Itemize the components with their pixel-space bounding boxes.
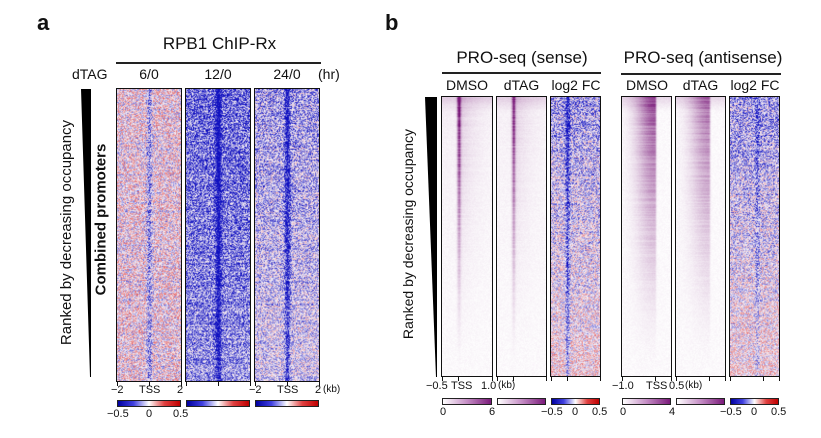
x-tick-label: TSS [139, 384, 161, 396]
colorbar-a-3 [255, 400, 319, 407]
heatmap-b-antisense-dtag [675, 96, 726, 377]
panel-a-rank-wedge [81, 89, 91, 377]
tick [492, 377, 493, 381]
x-tick-label: −2 [111, 384, 124, 396]
panel-a-title: RPB1 ChIP-Rx [162, 34, 277, 53]
panel-a-col-label-1: 6/0 [139, 66, 159, 82]
colorbar-min-label: 0 [440, 406, 447, 418]
colorbar-min-label: −0.5 [720, 406, 742, 418]
panel-b-col-label: DMSO [446, 77, 488, 93]
x-unit-label: (kb) [498, 380, 516, 391]
heatmap-b-sense-log2fc [550, 96, 601, 377]
panel-a-title-rule [116, 62, 321, 64]
tick [655, 377, 656, 381]
colorbar-b-sense-dtag [497, 398, 546, 405]
heatmap-a-12-0 [185, 88, 251, 382]
colorbar-max-label: 6 [489, 406, 496, 418]
colorbar-b-antisense-dmso [622, 398, 671, 405]
tick [709, 377, 710, 381]
panel-b-row-label: Ranked by decreasing occupancy [400, 128, 416, 340]
panel-b-group-title-antisense: PRO-seq (antisense) [623, 48, 783, 67]
panel-b-rank-wedge [425, 97, 437, 377]
x-tick-label: 2 [315, 384, 322, 396]
tick [671, 377, 672, 381]
x-tick-label: −1.0 [612, 380, 634, 392]
tick [763, 377, 764, 381]
tick [186, 382, 187, 386]
colorbar-max-label: 4 [669, 406, 676, 418]
colorbar-b-antisense-log2fc [730, 398, 779, 405]
colorbar-a-2 [186, 400, 250, 407]
x-unit-label: (kb) [323, 384, 341, 395]
tick [287, 382, 288, 386]
panel-b-col-label: log2 FC [551, 77, 601, 93]
x-unit-label: (kb) [685, 380, 703, 391]
tick [730, 377, 731, 381]
x-tick-label: TSS [277, 384, 299, 396]
panel-a-unit-label: (hr) [318, 66, 340, 82]
x-tick-label: TSS [646, 380, 668, 392]
tick [458, 377, 459, 381]
colorbar-max-label: 0.5 [592, 406, 608, 418]
x-tick-label: 1.0 [481, 380, 497, 392]
panel-b-col-label: dTAG [503, 77, 540, 93]
panel-b-col-label: log2 FC [730, 77, 780, 93]
tick [319, 382, 320, 386]
tick [497, 377, 498, 381]
panel-b-col-label: DMSO [626, 77, 668, 93]
panel-a-letter: a [37, 10, 50, 35]
panel-a-col-label-2: 12/0 [204, 66, 232, 82]
colorbar-mid-label: 0 [146, 408, 153, 420]
x-tick-label: −0.5 [426, 380, 448, 392]
colorbar-min-label: −0.5 [107, 408, 129, 420]
tick [255, 382, 256, 386]
heatmap-b-antisense-dmso [621, 96, 672, 377]
tick [567, 377, 568, 381]
panel-b-col-label: dTAG [682, 77, 719, 93]
tick [181, 382, 182, 386]
colorbar-mid-label: 0 [572, 406, 579, 418]
tick [551, 377, 552, 381]
tick [622, 377, 623, 381]
heatmap-a-24-0 [254, 88, 320, 382]
tick [546, 377, 547, 381]
tick [779, 377, 780, 381]
tick [117, 382, 118, 386]
panel-b-antisense-rule [621, 73, 781, 75]
tick [513, 377, 514, 381]
x-tick-label: TSS [451, 380, 473, 392]
colorbar-b-sense-dmso [442, 398, 492, 405]
panel-a-row-label: Ranked by decreasing occupancy [58, 119, 75, 346]
colorbar-min-label: 0 [620, 406, 627, 418]
tick [442, 377, 443, 381]
tick [149, 382, 150, 386]
x-tick-label: 0.5 [669, 380, 685, 392]
heatmap-b-sense-dtag [496, 96, 547, 377]
x-tick-label: −2 [249, 384, 262, 396]
tick [218, 382, 219, 386]
panel-b-letter: b [385, 10, 399, 35]
panel-b-sense-rule [442, 72, 601, 74]
colorbar-min-label: −0.5 [541, 406, 563, 418]
tick [725, 377, 726, 381]
heatmap-b-sense-dmso [441, 96, 493, 377]
panel-a-group-label: Combined promoters [92, 143, 110, 296]
panel-a-col-label-3: 24/0 [273, 66, 301, 82]
heatmap-a-6-0 [116, 88, 182, 382]
heatmap-b-antisense-log2fc [729, 96, 780, 377]
tick [676, 377, 677, 381]
colorbar-mid-label: 0 [751, 406, 758, 418]
panel-b-group-title-sense: PRO-seq (sense) [456, 48, 588, 67]
colorbar-b-antisense-dtag [676, 398, 725, 405]
x-tick-label: 2 [177, 384, 184, 396]
tick [250, 382, 251, 386]
colorbar-b-sense-log2fc [551, 398, 600, 405]
colorbar-max-label: 0.5 [771, 406, 787, 418]
colorbar-max-label: 0.5 [173, 408, 189, 420]
panel-a-condition-label: dTAG [72, 66, 108, 82]
tick [600, 377, 601, 381]
colorbar-a-1 [117, 400, 181, 407]
